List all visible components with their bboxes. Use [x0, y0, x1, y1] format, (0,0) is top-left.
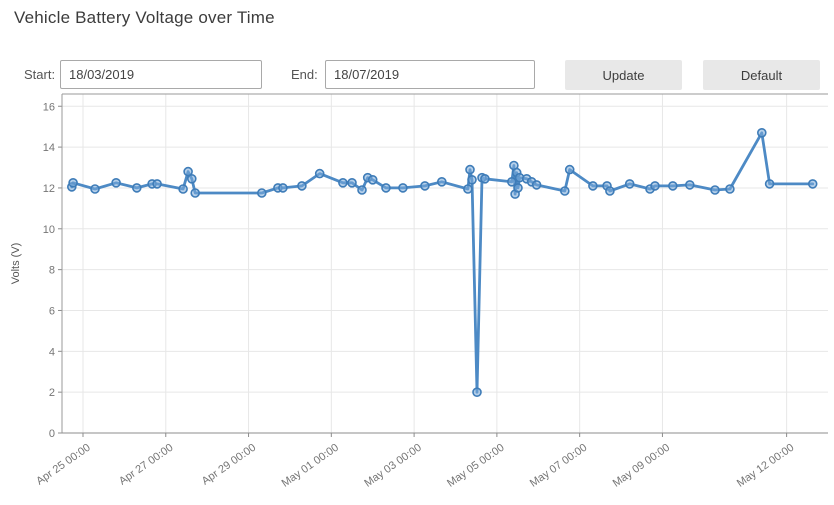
series-line: [70, 131, 815, 394]
data-point: [531, 180, 542, 190]
data-point: [190, 188, 200, 198]
default-button[interactable]: Default: [703, 60, 820, 90]
data-point: [381, 183, 391, 193]
y-tick-label: 0: [49, 428, 55, 440]
y-tick-label: 14: [43, 142, 55, 154]
data-points: [67, 128, 818, 398]
y-tick-label: 4: [49, 346, 55, 358]
y-tick-label: 6: [49, 305, 55, 317]
data-point: [564, 164, 575, 175]
data-point: [764, 179, 775, 189]
y-axis-title: Volts (V): [10, 243, 22, 285]
data-point: [357, 185, 367, 195]
data-point: [314, 168, 325, 179]
data-point: [624, 179, 635, 189]
data-point: [559, 186, 570, 196]
data-point: [436, 177, 447, 187]
update-button[interactable]: Update: [565, 60, 682, 90]
data-point: [187, 174, 197, 184]
data-point: [278, 183, 288, 193]
y-tick-label: 10: [43, 224, 55, 236]
data-point: [472, 387, 482, 398]
x-tick-label: May 01 00:00: [280, 442, 341, 490]
y-axis-labels: 0 2 4 6 8 10 12 14 16: [43, 101, 55, 440]
x-tick-label: May 03 00:00: [362, 442, 423, 490]
x-tick-label: May 07 00:00: [528, 442, 589, 490]
data-point: [756, 128, 767, 138]
x-axis-labels: Apr 25 00:00 Apr 27 00:00 Apr 29 00:00 May …: [34, 442, 796, 490]
data-point: [667, 181, 678, 191]
y-tick-label: 12: [43, 183, 55, 195]
data-point: [684, 180, 695, 190]
data-point: [467, 175, 477, 185]
data-point: [398, 183, 408, 193]
data-point: [152, 179, 162, 189]
x-tick-label: May 05 00:00: [445, 442, 506, 490]
data-point: [256, 188, 267, 198]
end-date-input[interactable]: [325, 60, 535, 89]
x-tick-label: Apr 25 00:00: [34, 442, 92, 488]
data-point: [588, 181, 598, 191]
data-point: [463, 184, 473, 194]
data-point: [650, 181, 660, 191]
data-point: [420, 181, 430, 191]
data-point: [183, 166, 193, 177]
grid-lines: [58, 94, 828, 437]
data-point: [367, 175, 378, 185]
data-point: [111, 178, 121, 188]
x-tick-label: Apr 27 00:00: [117, 442, 175, 488]
data-point: [90, 184, 100, 194]
data-point: [68, 178, 78, 188]
data-point: [338, 178, 348, 188]
data-point: [465, 164, 475, 175]
data-point: [347, 178, 357, 188]
x-tick-label: May 09 00:00: [611, 442, 672, 490]
data-point: [710, 185, 720, 195]
end-label: End:: [291, 67, 318, 82]
data-point: [807, 179, 818, 189]
x-tick-label: May 12 00:00: [735, 442, 796, 490]
data-point: [605, 186, 615, 196]
start-label: Start:: [24, 67, 56, 82]
data-point: [132, 183, 142, 193]
data-point: [480, 174, 490, 184]
x-tick-label: Apr 29 00:00: [200, 442, 258, 488]
y-tick-label: 8: [49, 265, 55, 277]
page-title: Vehicle Battery Voltage over Time: [14, 8, 275, 27]
y-tick-label: 16: [43, 101, 55, 113]
data-point: [506, 177, 517, 187]
start-date-input[interactable]: [60, 60, 262, 89]
y-tick-label: 2: [49, 387, 55, 399]
data-point: [513, 183, 523, 193]
axes: [61, 93, 828, 434]
data-point: [178, 184, 188, 194]
data-point: [297, 181, 307, 191]
data-point: [725, 184, 735, 194]
